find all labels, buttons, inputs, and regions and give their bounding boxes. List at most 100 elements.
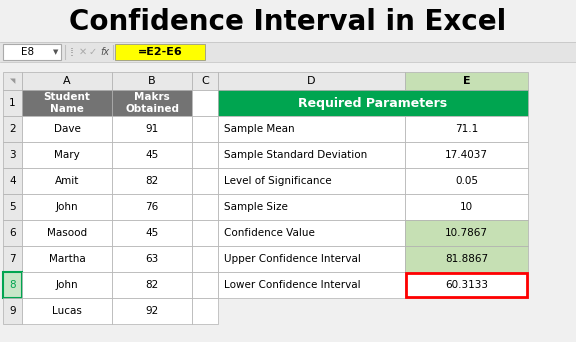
Bar: [22, 90, 112, 116]
Bar: [218, 246, 405, 272]
Text: 92: 92: [145, 306, 158, 316]
Text: 1: 1: [9, 98, 16, 108]
Bar: [192, 72, 218, 90]
Bar: [112, 246, 192, 272]
Text: Makrs
Obtained: Makrs Obtained: [125, 92, 179, 114]
Bar: [3, 72, 22, 90]
Bar: [112, 298, 192, 324]
Text: =E2-E6: =E2-E6: [138, 47, 183, 57]
Bar: [22, 220, 112, 246]
Bar: [192, 220, 218, 246]
Bar: [22, 168, 112, 194]
Bar: [22, 72, 112, 90]
Text: 0.05: 0.05: [455, 176, 478, 186]
Text: C: C: [201, 76, 209, 86]
Text: Sample Mean: Sample Mean: [224, 124, 295, 134]
Text: 71.1: 71.1: [455, 124, 478, 134]
Text: 17.4037: 17.4037: [445, 150, 488, 160]
Bar: [112, 116, 192, 142]
Text: Student
Name: Student Name: [44, 92, 90, 114]
Bar: [405, 220, 528, 246]
Text: Masood: Masood: [47, 228, 87, 238]
Bar: [3, 298, 22, 324]
Bar: [112, 72, 192, 90]
Bar: [112, 272, 192, 298]
Bar: [3, 194, 22, 220]
Text: 81.8867: 81.8867: [445, 254, 488, 264]
Bar: [3, 116, 22, 142]
Bar: [192, 272, 218, 298]
Text: 5: 5: [9, 202, 16, 212]
Bar: [3, 220, 22, 246]
Text: 6: 6: [9, 228, 16, 238]
Text: 2: 2: [9, 124, 16, 134]
Bar: [22, 298, 112, 324]
Bar: [218, 72, 405, 90]
Bar: [192, 194, 218, 220]
Text: 60.3133: 60.3133: [445, 280, 488, 290]
Text: Confidence Value: Confidence Value: [224, 228, 315, 238]
Text: 82: 82: [145, 176, 158, 186]
Bar: [112, 90, 192, 116]
Text: Dave: Dave: [54, 124, 81, 134]
Text: Lower Confidence Interval: Lower Confidence Interval: [224, 280, 361, 290]
Bar: [22, 246, 112, 272]
Text: B: B: [148, 76, 156, 86]
Bar: [192, 90, 218, 116]
Text: 45: 45: [145, 228, 158, 238]
Text: Mary: Mary: [54, 150, 80, 160]
Bar: [192, 116, 218, 142]
Text: A: A: [63, 76, 71, 86]
Text: ⁞: ⁞: [70, 45, 74, 58]
Bar: [0, 42, 576, 62]
Bar: [405, 168, 528, 194]
Bar: [218, 90, 528, 116]
Text: 91: 91: [145, 124, 158, 134]
Text: Sample Size: Sample Size: [224, 202, 288, 212]
Text: ▼: ▼: [54, 49, 59, 55]
Text: Upper Confidence Interval: Upper Confidence Interval: [224, 254, 361, 264]
Bar: [112, 168, 192, 194]
Text: 3: 3: [9, 150, 16, 160]
Bar: [22, 142, 112, 168]
Text: Martha: Martha: [48, 254, 85, 264]
Bar: [405, 116, 528, 142]
Bar: [22, 116, 112, 142]
Bar: [3, 272, 22, 298]
Bar: [218, 194, 405, 220]
Text: John: John: [56, 280, 78, 290]
Bar: [3, 44, 61, 60]
Bar: [3, 142, 22, 168]
Text: E8: E8: [21, 47, 35, 57]
Bar: [405, 194, 528, 220]
Text: John: John: [56, 202, 78, 212]
Bar: [3, 168, 22, 194]
Bar: [192, 246, 218, 272]
Bar: [112, 142, 192, 168]
Bar: [405, 246, 528, 272]
Text: Amit: Amit: [55, 176, 79, 186]
Bar: [405, 272, 528, 298]
Bar: [192, 298, 218, 324]
Bar: [115, 44, 205, 60]
Text: ◥: ◥: [10, 78, 15, 84]
Bar: [218, 142, 405, 168]
Text: D: D: [307, 76, 316, 86]
Text: Sample Standard Deviation: Sample Standard Deviation: [224, 150, 367, 160]
Bar: [405, 72, 528, 90]
Text: 10: 10: [460, 202, 473, 212]
Bar: [218, 116, 405, 142]
Bar: [218, 220, 405, 246]
Text: 10.7867: 10.7867: [445, 228, 488, 238]
Text: 82: 82: [145, 280, 158, 290]
Text: Lucas: Lucas: [52, 306, 82, 316]
Bar: [406, 273, 527, 297]
Text: E: E: [463, 76, 471, 86]
Bar: [218, 272, 405, 298]
Text: ✕: ✕: [79, 47, 87, 57]
Bar: [112, 220, 192, 246]
Text: 9: 9: [9, 306, 16, 316]
Bar: [3, 90, 22, 116]
Bar: [405, 142, 528, 168]
Bar: [22, 272, 112, 298]
